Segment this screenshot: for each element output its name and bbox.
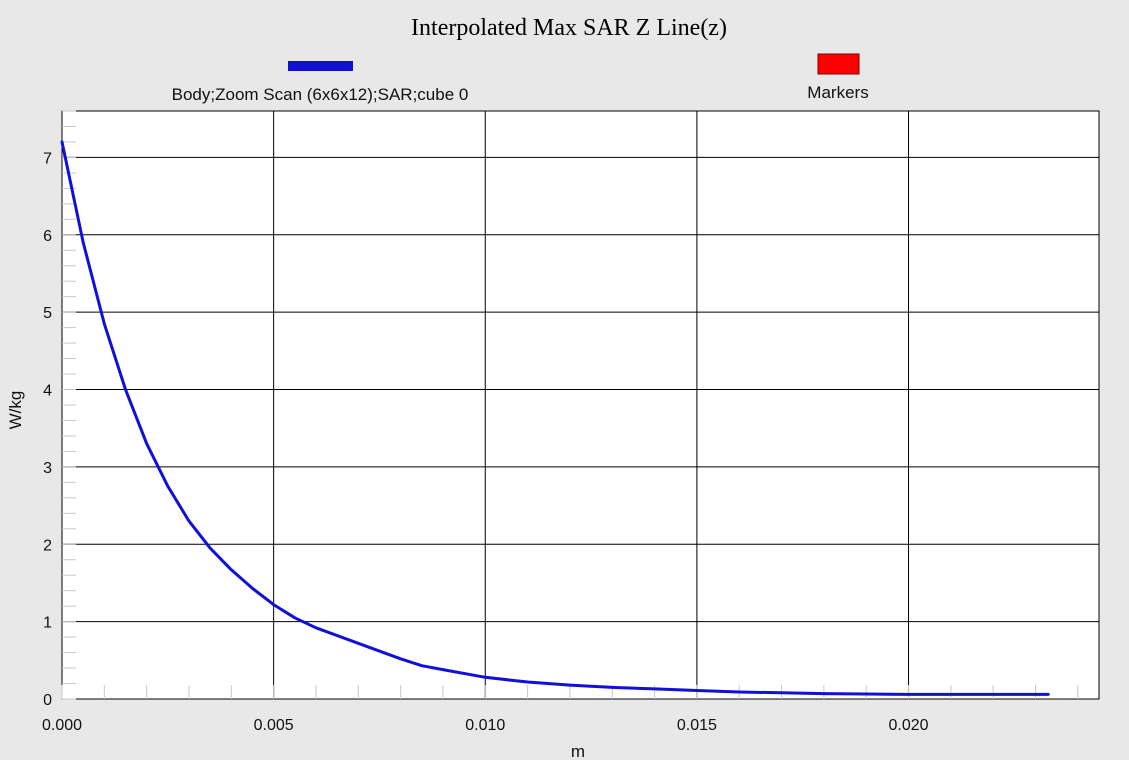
series-line-0 (60, 140, 1050, 696)
legend-label-series: Body;Zoom Scan (6x6x12);SAR;cube 0 (172, 85, 469, 104)
legend-swatch-markers (817, 53, 860, 75)
x-axis-label: m (571, 742, 585, 760)
x-tick-labels: 0.000 0.005 0.010 0.015 0.020 (42, 717, 929, 734)
y-tick-label-6: 6 (43, 228, 52, 245)
y-tick-label-2: 2 (43, 537, 52, 554)
x-tick-label-0: 0.000 (42, 717, 82, 734)
x-tick-label-2: 0.010 (465, 717, 505, 734)
y-tick-label-7: 7 (43, 150, 52, 167)
y-axis-label: W/kg (6, 391, 25, 430)
grid-layer (61, 111, 1099, 700)
plot-area (61, 110, 1100, 700)
y-tick-label-1: 1 (43, 615, 52, 632)
legend-swatch-series (288, 61, 353, 71)
y-tick-label-3: 3 (43, 460, 52, 477)
y-tick-label-5: 5 (43, 305, 52, 322)
x-tick-label-1: 0.005 (254, 717, 294, 734)
x-tick-label-4: 0.020 (889, 717, 929, 734)
x-tick-label-3: 0.015 (677, 717, 717, 734)
series-layer (60, 140, 1050, 696)
minor-ticks (61, 110, 1079, 700)
legend-label-markers: Markers (807, 83, 868, 102)
y-tick-label-4: 4 (43, 383, 52, 400)
y-tick-labels: 0 1 2 3 4 5 6 7 (43, 150, 52, 709)
y-tick-label-0: 0 (43, 692, 52, 709)
chart-title: Interpolated Max SAR Z Line(z) (411, 15, 727, 41)
